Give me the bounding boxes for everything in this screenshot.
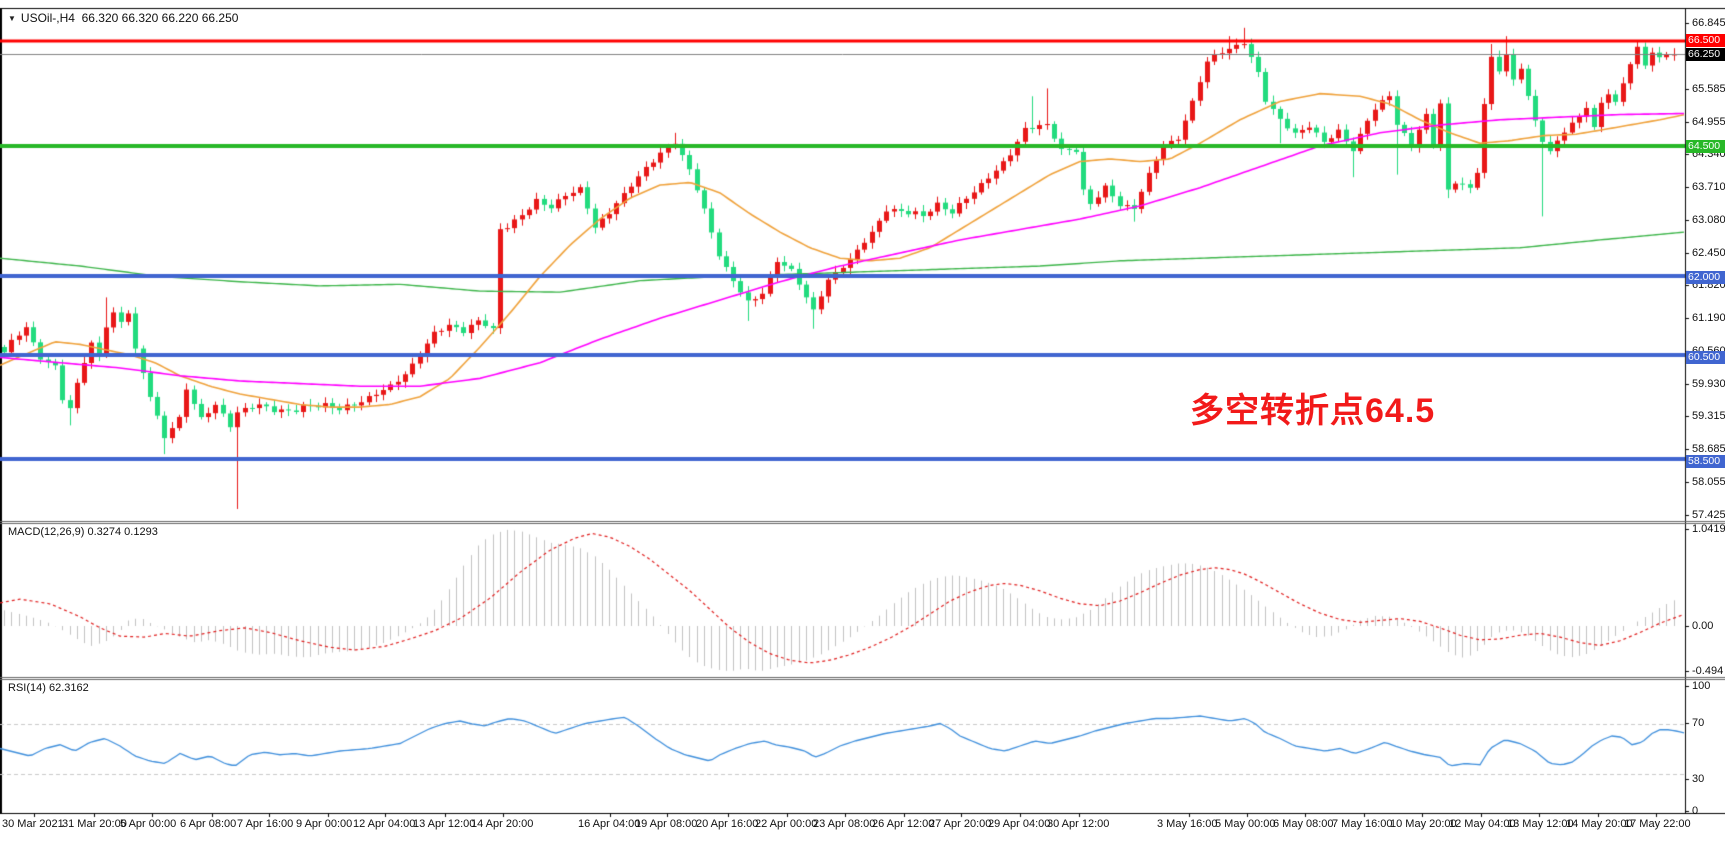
time-axis-label: 31 Mar 20:00	[62, 818, 127, 830]
rsi-indicator-label: RSI(14) 62.3162	[8, 682, 89, 694]
time-axis-label: 30 Mar 2021	[2, 818, 64, 830]
time-axis-label: 5 May 00:00	[1215, 818, 1276, 830]
macd-axis-label: -0.494	[1692, 665, 1724, 677]
macd-axis-label: 0.00	[1692, 620, 1714, 632]
price-axis-label: 57.425	[1692, 509, 1725, 521]
time-axis-label: 9 Apr 00:00	[296, 818, 353, 830]
price-axis-label: 62.450	[1692, 247, 1725, 259]
time-axis-label: 23 Apr 08:00	[813, 818, 876, 830]
time-axis-label: 20 Apr 16:00	[696, 818, 759, 830]
time-axis-label: 13 Apr 12:00	[413, 818, 476, 830]
time-axis-label: 26 Apr 12:00	[872, 818, 935, 830]
price-axis-label: 59.930	[1692, 378, 1725, 390]
price-axis-label: 59.315	[1692, 410, 1725, 422]
time-axis-label: 19 Apr 08:00	[635, 818, 698, 830]
price-axis-label: 61.190	[1692, 312, 1725, 324]
price-axis-label: 63.080	[1692, 214, 1725, 226]
time-axis-label: 3 May 16:00	[1157, 818, 1218, 830]
time-axis-label: 13 May 12:00	[1507, 818, 1574, 830]
time-axis-label: 22 Apr 00:00	[755, 818, 818, 830]
price-marker-box: 64.500	[1686, 139, 1725, 153]
rsi-axis-label: 30	[1692, 773, 1705, 785]
time-axis-label: 6 May 08:00	[1273, 818, 1334, 830]
time-axis-label: 6 Apr 08:00	[180, 818, 237, 830]
time-axis-label: 5 Apr 00:00	[120, 818, 177, 830]
rsi-axis-label: 100	[1692, 680, 1711, 692]
time-axis-label: 10 May 20:00	[1390, 818, 1457, 830]
macd-indicator-label: MACD(12,26,9) 0.3274 0.1293	[8, 526, 158, 538]
price-marker-box: 66.250	[1686, 47, 1725, 61]
time-axis-label: 12 May 04:00	[1449, 818, 1516, 830]
time-axis-label: 7 Apr 16:00	[237, 818, 294, 830]
price-axis-label: 58.055	[1692, 476, 1725, 488]
price-axis-label: 64.955	[1692, 116, 1725, 128]
time-axis-label: 16 Apr 04:00	[578, 818, 641, 830]
time-axis-label: 27 Apr 20:00	[929, 818, 992, 830]
time-axis-label: 30 Apr 12:00	[1047, 818, 1110, 830]
price-axis-label: 65.585	[1692, 83, 1725, 95]
price-axis-label: 66.845	[1692, 17, 1725, 29]
price-marker-box: 58.500	[1686, 454, 1725, 468]
price-marker-box: 62.000	[1686, 270, 1725, 284]
chart-title: ▼ USOil-,H4 66.320 66.320 66.220 66.250	[8, 11, 238, 25]
time-axis-label: 17 May 22:00	[1624, 818, 1691, 830]
symbol-period-label: USOil-,H4	[20, 11, 75, 25]
price-axis-label: 63.710	[1692, 181, 1725, 193]
pivot-annotation-text: 多空转折点64.5	[1190, 392, 1436, 430]
time-axis-label: 29 Apr 04:00	[988, 818, 1051, 830]
price-marker-box: 60.500	[1686, 350, 1725, 364]
time-axis-label: 14 Apr 20:00	[471, 818, 534, 830]
time-axis-label: 7 May 16:00	[1332, 818, 1393, 830]
time-axis-label: 14 May 20:00	[1566, 818, 1633, 830]
macd-axis-label: 1.0419	[1692, 523, 1725, 535]
price-axis-label: 58.685	[1692, 443, 1725, 455]
rsi-axis-label: 0	[1692, 805, 1699, 817]
rsi-axis-label: 70	[1692, 717, 1705, 729]
price-marker-box: 66.500	[1686, 33, 1725, 47]
collapse-triangle-icon[interactable]: ▼	[8, 14, 16, 23]
time-axis-label: 12 Apr 04:00	[353, 818, 416, 830]
ohlc-quote-label: 66.320 66.320 66.220 66.250	[81, 11, 239, 25]
